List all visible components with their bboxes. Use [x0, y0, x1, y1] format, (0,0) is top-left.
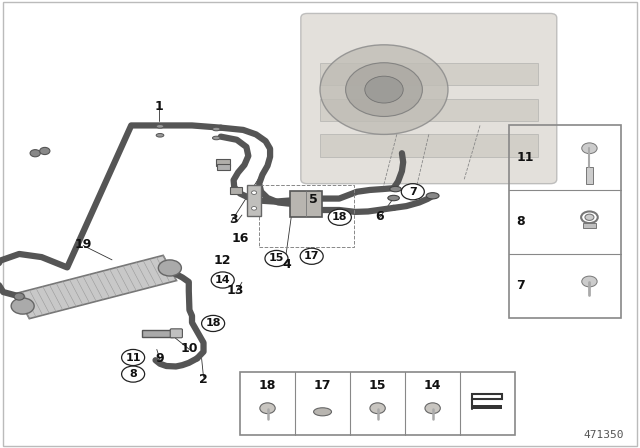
Bar	[290, 191, 322, 217]
Circle shape	[252, 207, 257, 210]
Circle shape	[202, 315, 225, 332]
FancyBboxPatch shape	[301, 13, 557, 184]
Text: 13: 13	[226, 284, 244, 297]
Circle shape	[370, 403, 385, 414]
Text: 16: 16	[231, 232, 249, 245]
Circle shape	[11, 298, 34, 314]
Text: 15: 15	[369, 379, 387, 392]
Text: 14: 14	[215, 275, 230, 285]
Text: 8: 8	[129, 369, 137, 379]
FancyBboxPatch shape	[247, 185, 261, 216]
Text: 1: 1	[154, 100, 163, 113]
Circle shape	[252, 191, 257, 194]
Ellipse shape	[156, 134, 164, 137]
Bar	[320, 134, 538, 157]
Circle shape	[122, 366, 145, 382]
FancyBboxPatch shape	[170, 329, 182, 338]
Text: 3: 3	[229, 213, 238, 226]
Text: 18: 18	[205, 319, 221, 328]
Text: 471350: 471350	[584, 430, 624, 440]
Text: 6: 6	[375, 210, 384, 224]
Polygon shape	[216, 159, 230, 166]
Text: 15: 15	[269, 254, 284, 263]
Text: 5: 5	[309, 193, 318, 206]
Bar	[583, 223, 596, 228]
Circle shape	[40, 147, 50, 155]
Text: 7: 7	[409, 187, 417, 197]
Circle shape	[14, 293, 24, 300]
Bar	[320, 99, 538, 121]
FancyBboxPatch shape	[217, 164, 230, 170]
Ellipse shape	[390, 186, 401, 192]
Circle shape	[365, 76, 403, 103]
Circle shape	[582, 143, 597, 154]
Circle shape	[320, 45, 448, 134]
Text: 8: 8	[516, 215, 525, 228]
Circle shape	[585, 214, 594, 220]
Bar	[586, 167, 593, 184]
Circle shape	[260, 403, 275, 414]
Bar	[320, 63, 538, 85]
Circle shape	[211, 272, 234, 288]
Text: 2: 2	[199, 373, 208, 387]
Ellipse shape	[426, 193, 439, 199]
Text: 17: 17	[314, 379, 332, 392]
Ellipse shape	[156, 125, 164, 128]
Text: 14: 14	[424, 379, 442, 392]
Circle shape	[401, 184, 424, 200]
Circle shape	[425, 403, 440, 414]
Circle shape	[300, 248, 323, 264]
Polygon shape	[142, 330, 173, 337]
Text: 11: 11	[516, 151, 534, 164]
Text: 17: 17	[304, 251, 319, 261]
Ellipse shape	[212, 136, 220, 140]
Text: 18: 18	[259, 379, 276, 392]
Circle shape	[122, 349, 145, 366]
Text: 7: 7	[516, 280, 525, 293]
Bar	[509, 125, 621, 318]
Text: 19: 19	[74, 237, 92, 251]
Bar	[240, 372, 515, 435]
Circle shape	[30, 150, 40, 157]
Text: 10: 10	[180, 342, 198, 355]
Ellipse shape	[388, 195, 399, 201]
Circle shape	[582, 276, 597, 287]
Circle shape	[265, 250, 288, 267]
Polygon shape	[16, 255, 177, 319]
Ellipse shape	[212, 127, 220, 131]
Polygon shape	[230, 187, 242, 194]
Text: 12: 12	[213, 254, 231, 267]
Text: 4: 4	[282, 258, 291, 271]
Bar	[472, 405, 502, 409]
Circle shape	[346, 63, 422, 116]
Circle shape	[328, 209, 351, 225]
Ellipse shape	[314, 408, 332, 416]
Circle shape	[158, 260, 181, 276]
Text: 18: 18	[332, 212, 348, 222]
Text: 11: 11	[125, 353, 141, 362]
Text: 9: 9	[156, 352, 164, 365]
